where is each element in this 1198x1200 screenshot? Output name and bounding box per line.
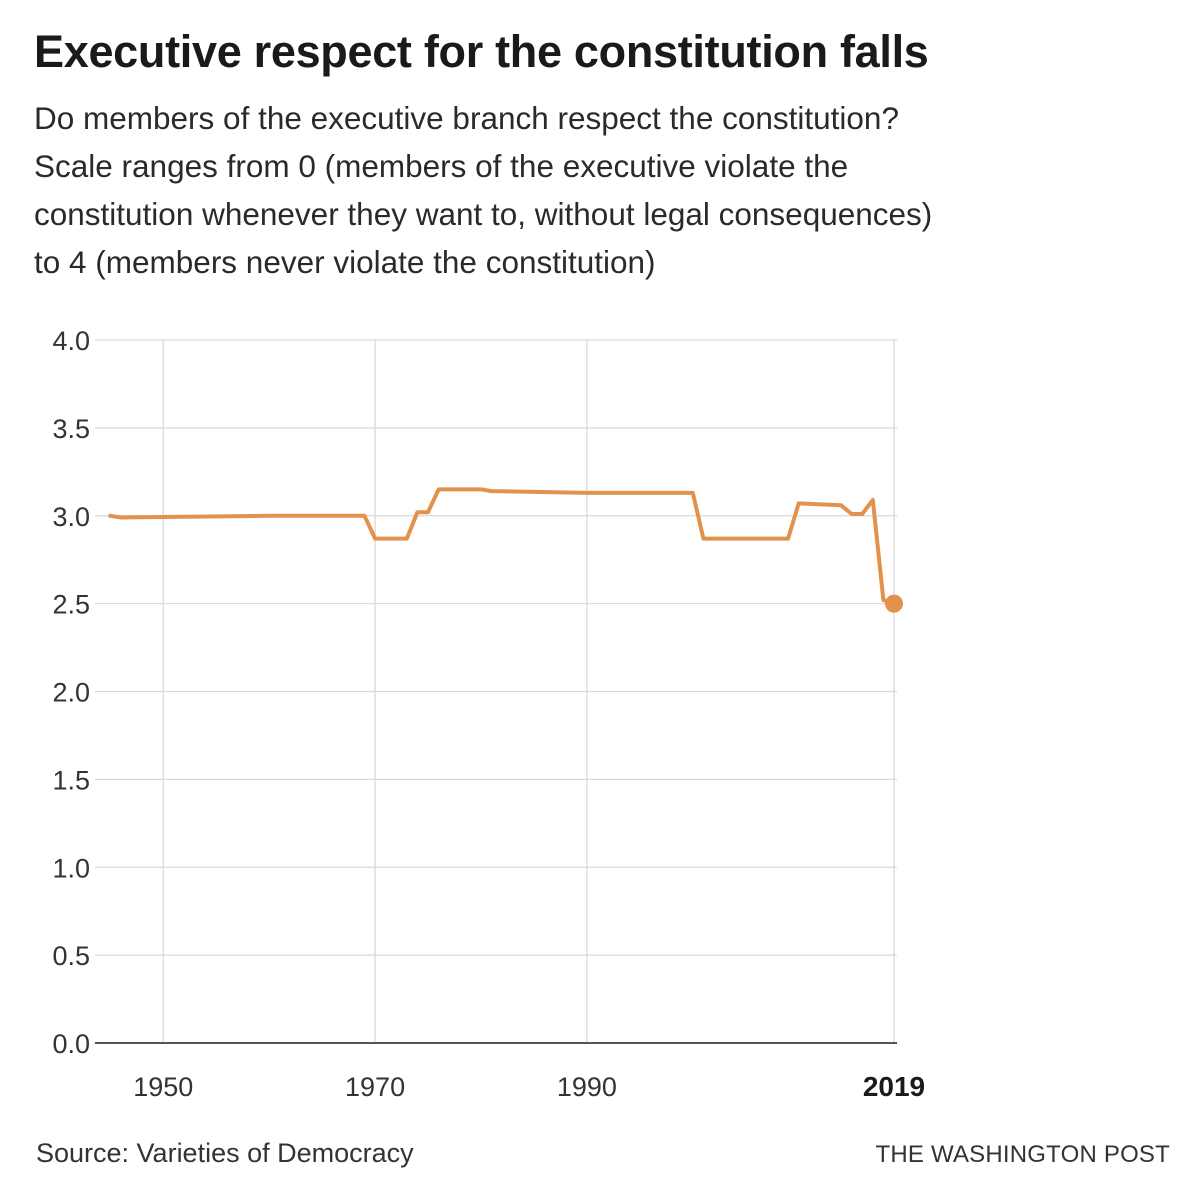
- x-tick-label-highlight: 2019: [863, 1071, 925, 1102]
- subtitle-line: constitution whenever they want to, with…: [34, 196, 933, 232]
- y-tick-label: 3.0: [52, 502, 90, 532]
- y-tick-label: 1.0: [52, 853, 90, 883]
- x-tick-label: 1990: [557, 1072, 617, 1102]
- subtitle-line: to 4 (members never violate the constitu…: [34, 244, 656, 280]
- subtitle-line: Do members of the executive branch respe…: [34, 100, 899, 136]
- subtitle-line: Scale ranges from 0 (members of the exec…: [34, 148, 849, 184]
- y-tick-label: 0.5: [52, 941, 90, 971]
- y-tick-label: 1.5: [52, 765, 90, 795]
- y-tick-label: 2.0: [52, 678, 90, 708]
- chart-subtitle: Do members of the executive branch respe…: [34, 94, 1154, 286]
- x-tick-label: 1970: [345, 1072, 405, 1102]
- y-tick-label: 3.5: [52, 414, 90, 444]
- chart-title: Executive respect for the constitution f…: [34, 26, 929, 77]
- y-tick-label: 2.5: [52, 590, 90, 620]
- series-line: [108, 487, 896, 606]
- x-tick-label: 1950: [133, 1072, 193, 1102]
- source-note: Source: Varieties of Democracy: [36, 1138, 414, 1168]
- y-tick-label: 0.0: [52, 1029, 90, 1059]
- publisher-credit: THE WASHINGTON POST: [875, 1141, 1170, 1168]
- y-tick-label: 4.0: [52, 326, 90, 356]
- end-point-marker: [885, 594, 903, 613]
